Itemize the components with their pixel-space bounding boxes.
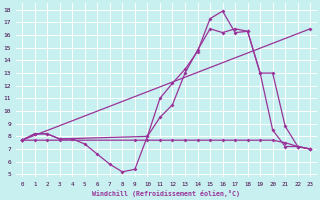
X-axis label: Windchill (Refroidissement éolien,°C): Windchill (Refroidissement éolien,°C) xyxy=(92,190,240,197)
